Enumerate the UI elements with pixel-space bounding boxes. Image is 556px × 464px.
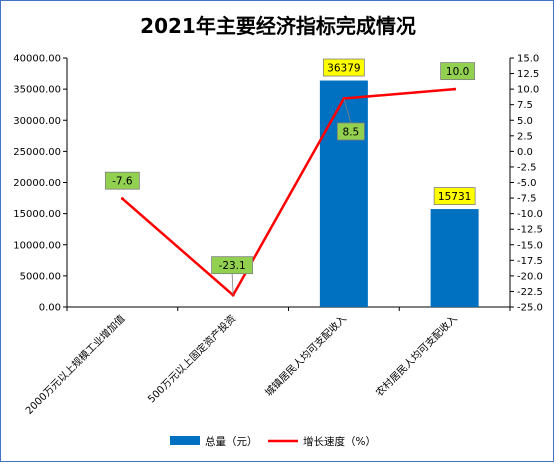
right-tick-label: -7.5 [517, 194, 537, 205]
category-label: 500万元以上固定资产投资 [145, 312, 238, 405]
right-tick-label: 15.0 [517, 54, 539, 65]
legend-bar-label: 总量（元） [205, 435, 258, 448]
left-tick-label: 5000.00 [20, 271, 61, 282]
left-tick-label: 20000.00 [13, 178, 61, 189]
left-tick-label: 0.00 [39, 303, 61, 314]
legend-line-label: 增长速度（%） [303, 435, 376, 448]
bar-value-label: 36379 [327, 63, 360, 75]
left-tick-label: 15000.00 [13, 209, 61, 220]
category-label: 城镇居民人均可支配收入 [262, 312, 349, 399]
growth-line-path [121, 87, 455, 297]
right-tick-label: -15.0 [517, 240, 543, 251]
left-tick-label: 35000.00 [13, 85, 61, 96]
line-value-label-box [336, 122, 365, 141]
bar-value-label: 15731 [438, 191, 471, 203]
left-tick-label: 40000.00 [13, 54, 61, 65]
right-tick-label: -22.5 [517, 287, 543, 298]
line-value-label-box [104, 171, 140, 190]
legend: 总量（元） 增长速度（%） [170, 435, 376, 448]
bar [430, 209, 479, 307]
right-tick-label: 10.0 [517, 85, 539, 96]
line-value-label: -7.6 [112, 176, 133, 188]
leader-line [231, 273, 234, 296]
category-label: 2000万元以上规模工业增加值 [23, 312, 128, 417]
right-tick-label: 0.0 [517, 147, 533, 158]
category-label: 农村居民人均可支配收入 [373, 312, 460, 399]
right-axis: -25.0 -22.5 -20.0 -17.5 -15.0 -12.5 -10.0 -7.5 -… [509, 54, 543, 314]
grid [66, 306, 511, 311]
left-axis: 0.00 5000.00 10000.00 15000.00 20000.00 25000… [13, 54, 68, 314]
left-tick-label: 25000.00 [13, 147, 61, 158]
right-tick-label: 12.5 [517, 69, 539, 80]
line-value-label: -23.1 [219, 260, 246, 272]
right-tick-label: -25.0 [517, 303, 543, 314]
data-labels: 36379 15731 -7.6 -23.1 8.5 10.0 [104, 58, 476, 296]
category-labels: 2000万元以上规模工业增加值 500万元以上固定资产投资 城镇居民人均可支配收入农… [23, 312, 460, 417]
line-value-label: 8.5 [343, 126, 360, 138]
line-point [453, 87, 457, 91]
bar [319, 80, 368, 307]
bars [319, 80, 479, 307]
right-tick-label: -17.5 [517, 256, 543, 267]
legend-bar-swatch [170, 436, 200, 445]
right-tick-label: 5.0 [517, 116, 533, 127]
line-value-label-box [440, 62, 476, 81]
bar-value-label-box [322, 58, 365, 77]
bar-value-label-box [433, 187, 476, 205]
left-tick-label: 10000.00 [13, 240, 61, 251]
line-value-label-box [211, 256, 254, 275]
right-tick-label: -20.0 [517, 271, 543, 282]
right-tick-label: 7.5 [517, 100, 533, 111]
growth-line [120, 87, 457, 297]
right-tick-label: -10.0 [517, 209, 543, 220]
leader-line [343, 98, 352, 124]
chart-title: 2021年主要经济指标完成情况 [140, 14, 416, 38]
line-point [120, 197, 124, 201]
right-tick-label: -2.5 [517, 162, 537, 173]
right-tick-label: -5.0 [517, 178, 537, 189]
right-tick-label: -12.5 [517, 225, 543, 236]
left-tick-label: 30000.00 [13, 116, 61, 127]
right-tick-label: 2.5 [517, 131, 533, 142]
line-value-label: 10.0 [446, 66, 469, 78]
